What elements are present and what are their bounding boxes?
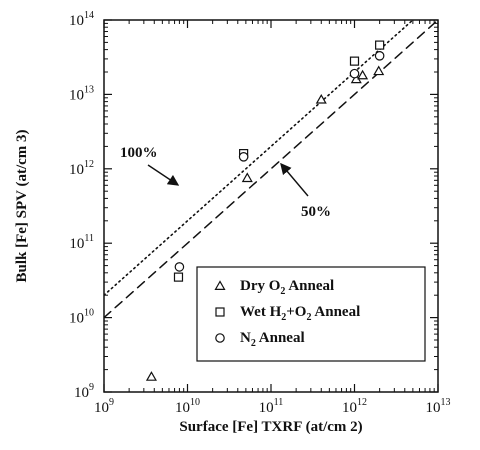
legend-square-marker xyxy=(215,307,225,317)
annotation-50: 50% xyxy=(301,204,331,220)
triangle-marker xyxy=(241,172,253,183)
reference-line-dotted xyxy=(104,20,415,297)
triangle-marker xyxy=(357,69,369,80)
circle-marker xyxy=(349,68,360,79)
x-axis-title: Surface [Fe] TXRF (at/cm 2) xyxy=(179,419,362,435)
tick-labels: 109 1010 1011 1012 1013 109 1010 1011 1012 1013 10… xyxy=(69,10,451,416)
square-marker xyxy=(349,56,360,66)
y-tick-label: 1014 xyxy=(69,10,94,29)
y-tick-label: 109 xyxy=(74,382,94,401)
annotation-arrow-100 xyxy=(147,164,180,186)
circle-marker xyxy=(174,262,185,272)
y-tick-label: 1012 xyxy=(69,159,94,178)
legend: Dry O2 Anneal Wet H2+O2 Anneal N2 Anneal xyxy=(196,266,426,362)
reference-line-dashed xyxy=(104,20,438,319)
square-marker xyxy=(375,40,385,50)
circle-marker xyxy=(238,151,249,162)
square-marker xyxy=(173,272,184,282)
triangle-marker xyxy=(315,93,327,104)
legend-label: N2 Anneal xyxy=(240,330,305,349)
annotations: 100% 50% xyxy=(120,145,331,220)
reference-lines xyxy=(104,20,438,319)
legend-label: Dry O2 Anneal xyxy=(240,278,334,297)
triangle-marker xyxy=(145,371,157,381)
triangle-marker xyxy=(373,65,385,76)
x-tick-label: 1011 xyxy=(259,397,284,416)
y-axis-title: Bulk [Fe] SPV (at/cm 3) xyxy=(14,129,30,282)
x-tick-label: 1013 xyxy=(426,397,451,416)
x-tick-label: 1010 xyxy=(175,397,200,416)
y-tick-label: 1013 xyxy=(69,84,94,103)
x-tick-label: 109 xyxy=(94,397,114,416)
legend-circle-marker xyxy=(215,333,225,343)
data-points xyxy=(145,40,385,381)
x-tick-label: 1012 xyxy=(342,397,367,416)
annotation-arrow-50 xyxy=(280,162,309,197)
legend-box xyxy=(196,266,426,362)
legend-triangle-marker xyxy=(214,280,226,290)
legend-label: Wet H2+O2 Anneal xyxy=(240,304,360,323)
circle-marker xyxy=(374,51,385,61)
y-tick-label: 1011 xyxy=(69,233,94,252)
y-tick-label: 1010 xyxy=(69,308,94,327)
annotation-100: 100% xyxy=(120,145,158,161)
tick-marks xyxy=(103,19,439,393)
